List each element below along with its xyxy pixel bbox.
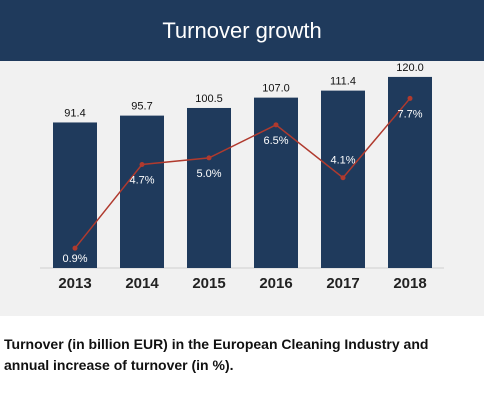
bar-value-label-2016: 107.0	[262, 83, 290, 95]
x-tick-label-2018: 2018	[393, 275, 426, 292]
bar-2015	[187, 107, 231, 268]
growth-line	[74, 97, 411, 249]
growth-point-2015	[206, 155, 212, 161]
bar-2014	[120, 115, 164, 268]
bar-value-label-2018: 120.0	[396, 62, 424, 74]
growth-point-2017	[340, 175, 346, 181]
x-tick-label-2013: 2013	[58, 275, 91, 292]
chart-title: Turnover growth	[0, 0, 484, 61]
growth-label-2013: 0.9%	[62, 253, 87, 265]
growth-label-2015: 5.0%	[196, 168, 221, 180]
growth-point-2013	[72, 245, 78, 251]
bar-value-label-2017: 111.4	[330, 76, 356, 88]
chart-caption: Turnover (in billion EUR) in the Europea…	[4, 336, 429, 373]
x-tick-label-2015: 2015	[192, 275, 225, 292]
bar-value-label-2013: 91.4	[64, 107, 85, 119]
growth-point-2018	[407, 95, 413, 101]
x-tick-label-2016: 2016	[259, 275, 292, 292]
x-tick-label-2014: 2014	[125, 275, 159, 292]
chart-figure: Turnover growth 91.4 2013 95.7 2014 100.5 201…	[0, 0, 484, 316]
growth-point-2014	[139, 162, 145, 167]
bar-value-label-2014: 95.7	[131, 101, 152, 113]
growth-label-2018: 7.7%	[397, 108, 422, 120]
bar-2013	[53, 122, 97, 268]
growth-label-2016: 6.5%	[263, 135, 288, 147]
bar-value-label-2015: 100.5	[195, 93, 223, 105]
growth-label-2014: 4.7%	[129, 175, 154, 187]
x-tick-label-2017: 2017	[326, 275, 359, 292]
growth-label-2017: 4.1%	[330, 155, 355, 167]
bar-2018	[388, 76, 432, 268]
combo-chart: 91.4 2013 95.7 2014 100.5 2015 107.0 2016 111.4 2…	[40, 62, 444, 292]
growth-point-2016	[273, 122, 279, 128]
